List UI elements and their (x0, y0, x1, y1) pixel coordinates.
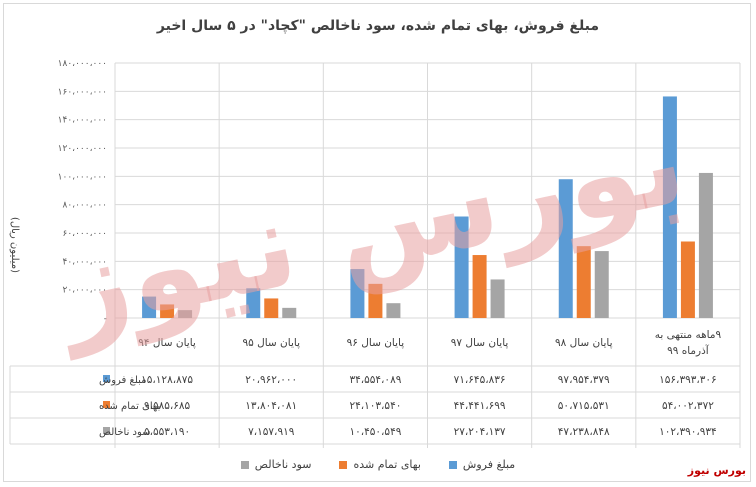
grid-layer: - ۲۰،۰۰۰،۰۰۰ ۴۰،۰۰۰،۰۰۰ ۶۰،۰۰۰،۰۰۰ ۸۰،۰۰۰،۰۰… (58, 59, 741, 448)
table-cell-value: ۵،۵۵۳،۱۹۰ (144, 426, 190, 438)
table-cell-value: ۱۳،۸۰۴،۰۸۱ (245, 400, 297, 412)
legend-swatch (448, 460, 457, 469)
y-tick-label: ۱۲۰،۰۰۰،۰۰۰ (58, 144, 107, 154)
bar (662, 96, 677, 319)
row-legend-key (103, 401, 110, 408)
y-axis-label: (میلیون ریال) (9, 216, 20, 274)
table-cell-value: ۲۷،۲۰۴،۱۳۷ (454, 426, 506, 438)
y-tick-label: ۶۰،۰۰۰،۰۰۰ (63, 229, 107, 239)
y-tick-label: ۲۰،۰۰۰،۰۰۰ (63, 286, 107, 296)
x-category-label: پایان سال ۹۴ (138, 337, 196, 349)
row-label: سود ناخالص (99, 427, 151, 438)
table-cell-value: ۵۴،۰۰۲،۳۷۲ (662, 400, 714, 412)
row-label: مبلغ فروش (99, 375, 147, 386)
bar (368, 283, 383, 318)
table-cell-value: ۲۰،۹۶۲،۰۰۰ (245, 374, 297, 386)
bars-layer (142, 96, 713, 319)
legend-label: مبلغ فروش (462, 458, 516, 471)
legend-label: سود ناخالص (254, 458, 312, 471)
legend-item: بهای تمام شده (339, 458, 421, 471)
bar (264, 298, 279, 318)
y-tick-label: ۱۴۰،۰۰۰،۰۰۰ (58, 116, 107, 126)
bar (246, 288, 261, 318)
legend-item: سود ناخالص (240, 458, 312, 471)
x-category-label: پایان سال ۹۷ (451, 337, 509, 349)
bar (558, 179, 573, 318)
x-category-label: ۹ماهه منتهی به (655, 329, 722, 341)
row-legend-key (103, 375, 110, 382)
table-cell-value: ۲۴،۱۰۳،۵۴۰ (349, 400, 401, 412)
legend-swatch (240, 460, 249, 469)
legend-swatch (339, 460, 348, 469)
source-tag: بورس نیوز (687, 464, 746, 477)
table-cell-value: ۱۰۲،۳۹۰،۹۳۴ (659, 426, 717, 438)
table-cell-value: ۵۰،۷۱۵،۵۳۱ (558, 400, 610, 412)
x-category-label: پایان سال ۹۸ (555, 337, 613, 349)
y-tick-label: ۸۰،۰۰۰،۰۰۰ (63, 201, 107, 211)
table-cell-value: ۹۷،۹۵۴،۳۷۹ (558, 374, 610, 386)
legend-label: بهای تمام شده (353, 458, 421, 471)
bar (282, 307, 297, 318)
table-cell-value: ۹،۵۸۵،۶۸۵ (144, 400, 191, 412)
table-cell-value: ۱۰،۴۵۰،۵۴۹ (349, 426, 401, 438)
data-table: پایان سال ۹۴ پایان سال ۹۵ پایان سال ۹۶ پایا… (9, 329, 740, 445)
bar (698, 172, 713, 318)
row-label: بهای تمام شده (99, 401, 160, 412)
bar (454, 216, 469, 318)
chart-title: مبلغ فروش، بهای تمام شده، سود ناخالص "کچ… (156, 18, 600, 34)
bar (576, 246, 591, 318)
x-category-label: پایان سال ۹۵ (242, 337, 300, 349)
bar (160, 304, 175, 318)
table-cell-value: ۱۵،۱۲۸،۸۷۵ (141, 374, 193, 386)
x-category-label: پایان سال ۹۶ (347, 337, 405, 349)
table-cell-value: ۱۵۶،۳۹۳،۳۰۶ (659, 374, 717, 386)
table-cell-value: ۷۱،۶۴۵،۸۳۶ (454, 374, 506, 386)
row-legend-key (103, 427, 110, 434)
bar (142, 296, 157, 318)
table-cell-value: ۷،۱۵۷،۹۱۹ (248, 426, 295, 438)
y-tick-label: ۱۰۰،۰۰۰،۰۰۰ (58, 172, 107, 182)
chart-frame (3, 3, 751, 482)
y-tick-label: ۱۶۰،۰۰۰،۰۰۰ (58, 87, 107, 97)
y-tick-label: ۱۸۰،۰۰۰،۰۰۰ (58, 59, 107, 69)
table-cell-value: ۴۷،۲۳۸،۸۴۸ (558, 426, 610, 438)
legend-item: مبلغ فروش (448, 458, 516, 471)
table-cell-value: ۳۴،۵۵۴،۰۸۹ (349, 374, 401, 386)
table-cell-value: ۴۴،۴۴۱،۶۹۹ (454, 400, 506, 412)
bar (350, 269, 365, 318)
bar (680, 241, 695, 318)
bar (472, 255, 487, 318)
bar (490, 279, 505, 318)
legend: مبلغ فروش بهای تمام شده سود ناخالص (0, 458, 756, 471)
x-category-label: آذرماه ۹۹ (667, 344, 710, 357)
bar (178, 310, 193, 318)
bar (386, 303, 401, 318)
y-tick-label: ۴۰،۰۰۰،۰۰۰ (63, 257, 107, 267)
y-tick-label: - (104, 314, 107, 324)
bar (594, 251, 609, 318)
